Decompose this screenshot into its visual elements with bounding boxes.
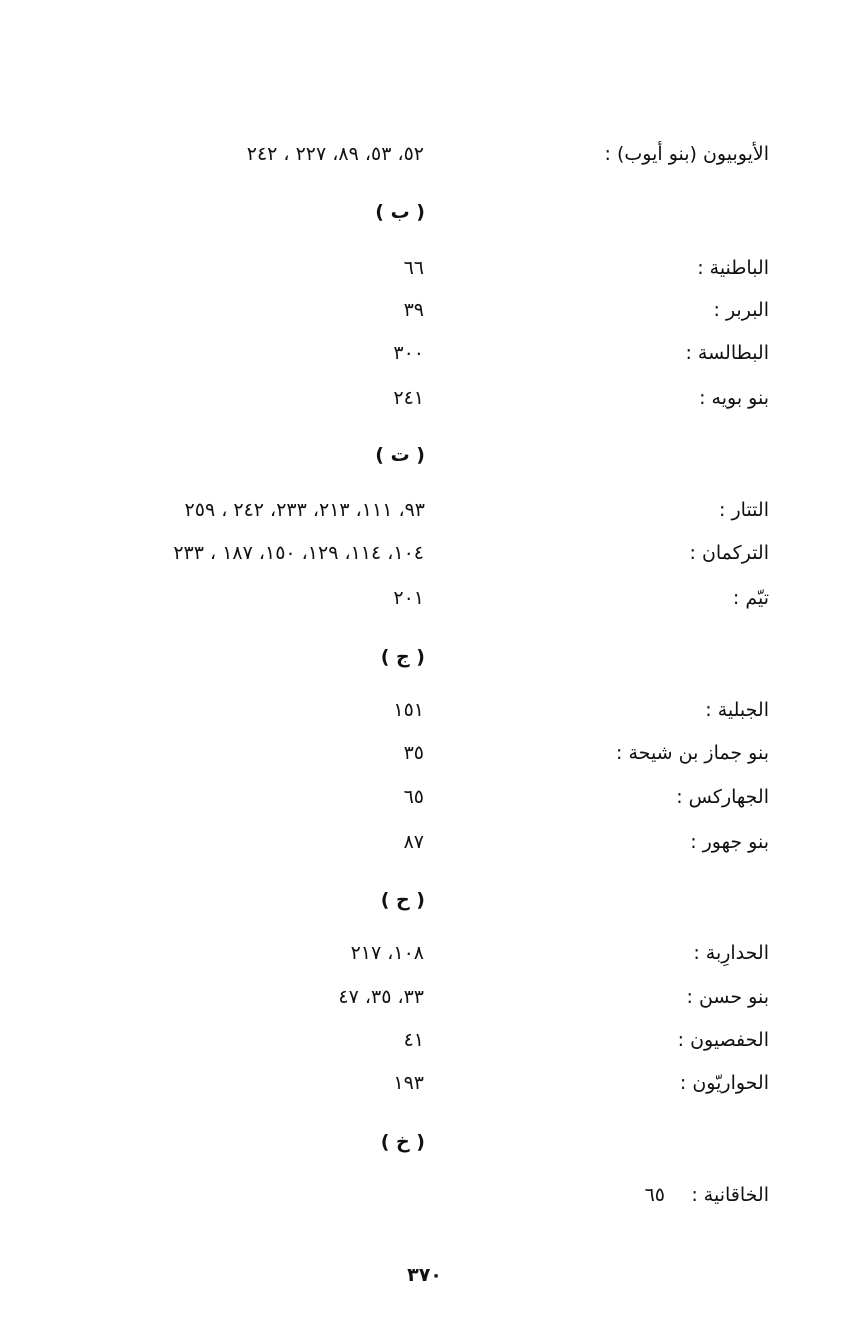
entry-pages: ٥٢، ٥٣، ٨٩، ٢٢٧ ، ٢٤٢ xyxy=(246,143,424,165)
entry-name: البربر : xyxy=(713,299,770,321)
section-heading: ( خ ) xyxy=(380,1131,425,1153)
entry-name: بنو حسن : xyxy=(686,986,769,1008)
entry-pages: ١٠٨، ٢١٧ xyxy=(350,942,424,964)
entry-pages: ٢٤١ xyxy=(393,387,424,409)
entry-name: الجهاركس : xyxy=(676,786,769,808)
entry-name: الحواريّون : xyxy=(679,1072,769,1094)
entry-name: تيّم : xyxy=(732,587,769,609)
entry-pages: ٩٣، ١١١، ٢١٣، ٢٣٣، ٢٤٢ ، ٢٥٩ xyxy=(184,499,425,521)
entry-pages: ١٩٣ xyxy=(393,1072,424,1094)
entry-pages: ٦٦ xyxy=(403,257,424,279)
entry-name: الباطنية : xyxy=(697,257,769,279)
entry-pages: ٣٩ xyxy=(403,299,424,321)
entry-pages: ١٥١ xyxy=(393,699,424,721)
entry-pages: ٣٥ xyxy=(403,742,424,764)
entry-name: التركمان : xyxy=(689,542,770,564)
entry-name: التتار : xyxy=(719,499,769,521)
entry-name: بنو جهور : xyxy=(690,831,769,853)
entry-pages: ١٠٤، ١١٤، ١٢٩، ١٥٠، ١٨٧ ، ٢٣٣ xyxy=(173,542,424,564)
entry-pages: ٤١ xyxy=(403,1029,424,1051)
section-heading: ( ت ) xyxy=(375,444,425,466)
entry-name: الجبلية : xyxy=(705,699,769,721)
entry-name: بنو بويه : xyxy=(699,387,769,409)
entry-name: الأيوبيون (بنو أيوب) : xyxy=(604,143,769,165)
section-heading: ( ج ) xyxy=(380,646,425,668)
entry-pages: ٢٠١ xyxy=(393,587,424,609)
entry-name: بنو جماز بن شيحة : xyxy=(616,742,769,764)
entry-pages: ٣٠٠ xyxy=(393,342,424,364)
entry-name: الخاقانية : xyxy=(691,1184,769,1206)
section-heading: ( ب ) xyxy=(375,201,425,223)
entry-pages: ٨٧ xyxy=(403,831,424,853)
section-heading: ( ح ) xyxy=(380,889,425,911)
entry-pages: ٣٣، ٣٥، ٤٧ xyxy=(338,986,424,1008)
entry-pages: ٦٥ xyxy=(644,1184,665,1206)
entry-name: البطالسة : xyxy=(685,342,769,364)
page-number: ٣٧٠ xyxy=(407,1264,442,1286)
entry-name: الحفصيون : xyxy=(677,1029,769,1051)
entry-pages: ٦٥ xyxy=(403,786,424,808)
entry-name: الحدارِبة : xyxy=(693,942,769,964)
